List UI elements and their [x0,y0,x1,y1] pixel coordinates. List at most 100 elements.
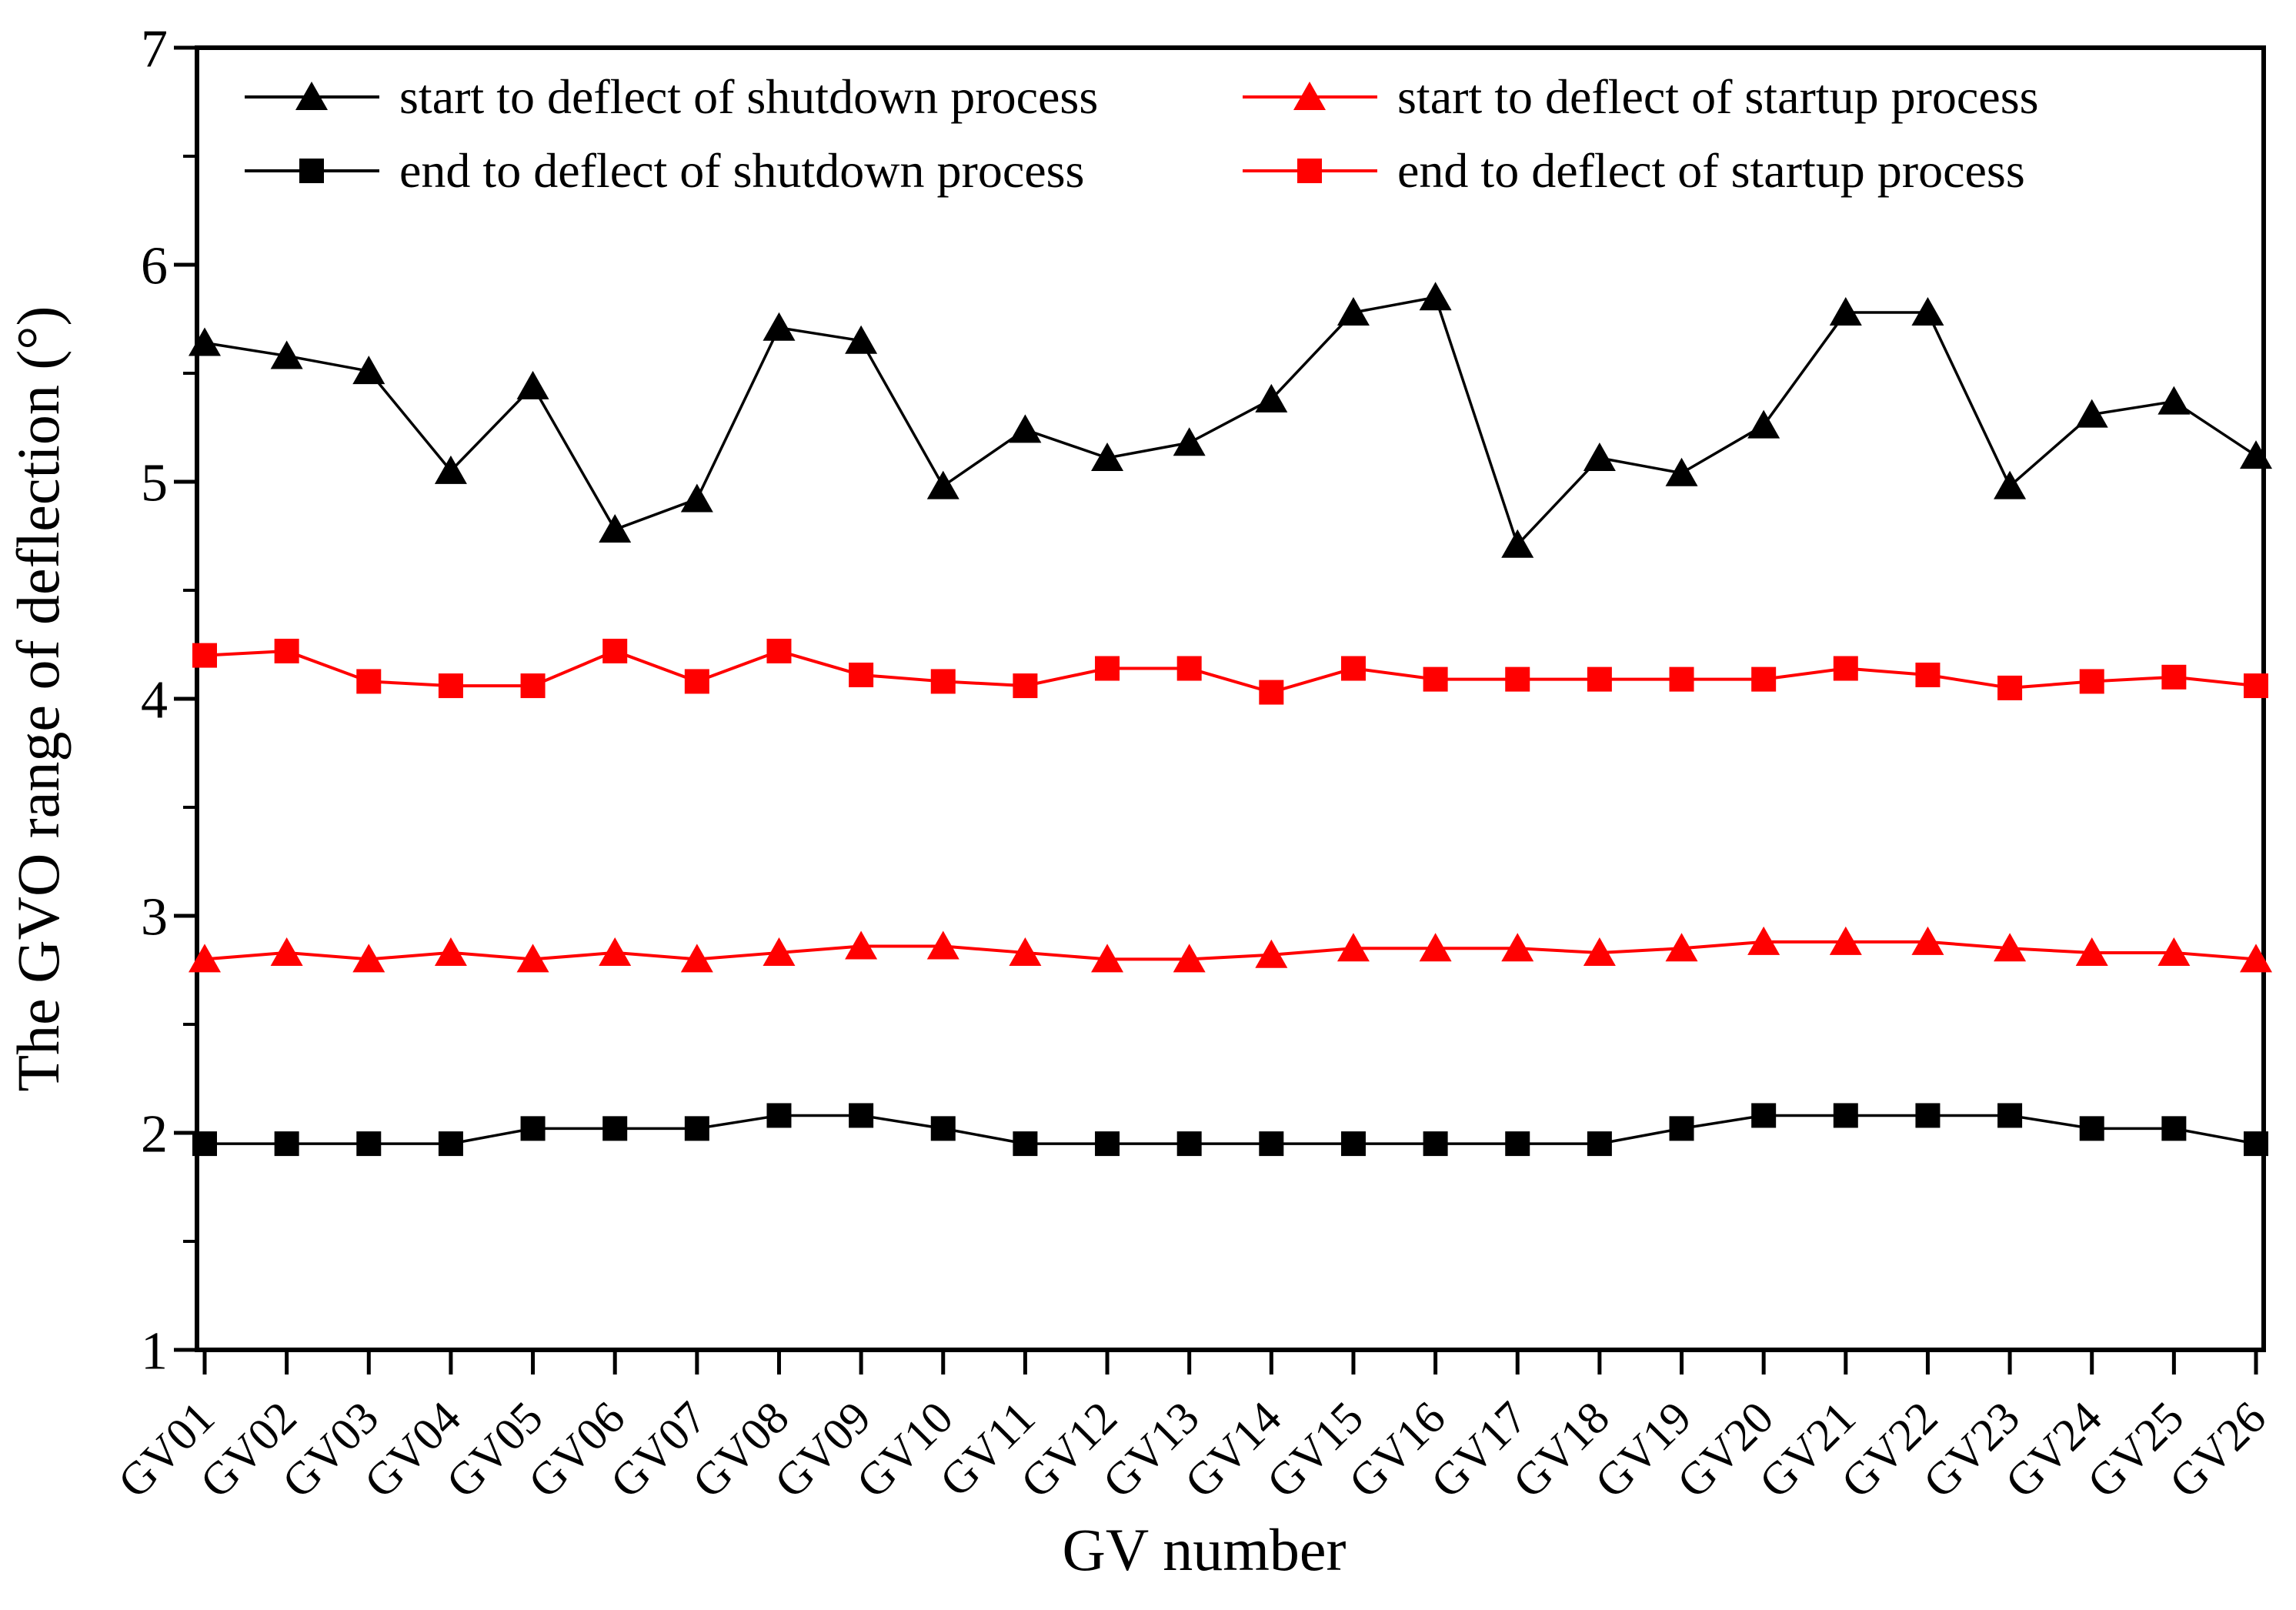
marker-square [1915,662,1941,687]
marker-triangle [926,470,959,499]
marker-square [1587,1131,1612,1157]
marker-square [1297,159,1322,183]
marker-square [2079,1116,2104,1141]
marker-triangle [189,944,221,973]
marker-triangle [2075,399,2108,428]
marker-triangle [2158,386,2191,415]
x-tick-label: GV26 [2160,1392,2275,1508]
marker-triangle [1501,933,1534,962]
marker-square [1833,656,1858,681]
marker-triangle [1665,933,1698,962]
marker-triangle [1994,470,2027,499]
legend-entry-2: start to deflect of startup process [1243,71,2039,123]
x-tick-label: GV01 [108,1392,224,1508]
marker-triangle [1255,383,1288,413]
marker-triangle [763,937,796,966]
marker-square [192,1131,217,1157]
marker-triangle [1255,939,1288,968]
marker-square [930,669,956,694]
marker-square [1095,656,1120,681]
marker-triangle [434,455,467,484]
x-tick-label: GV07 [601,1392,716,1508]
marker-triangle [599,937,632,966]
marker-square [274,1131,299,1157]
marker-triangle [2075,937,2108,966]
marker-square [1340,656,1366,681]
series-3 [192,638,2268,705]
marker-triangle [1829,297,1862,326]
x-tick-label: GV06 [519,1392,634,1508]
marker-square [2244,673,2268,699]
x-tick-label: GV25 [2077,1392,2193,1508]
legend-square-icon [245,159,379,183]
marker-triangle [845,930,878,960]
marker-triangle [1829,926,1862,955]
legend-square-icon [1243,159,1377,183]
x-tick-label: GV22 [1831,1392,1947,1508]
legend-label: start to deflect of startup process [1397,69,2039,124]
x-tick-label: GV13 [1093,1392,1208,1508]
marker-square [520,1116,546,1141]
x-tick-label: GV15 [1257,1392,1373,1508]
marker-square [299,159,324,183]
marker-square [1505,666,1530,692]
marker-triangle [352,944,385,973]
marker-square [1259,1131,1284,1157]
marker-triangle [1747,926,1780,955]
marker-triangle [516,370,549,399]
marker-triangle [1419,282,1452,311]
y-tick-label: 2 [141,1105,168,1164]
marker-square [602,638,628,663]
marker-triangle [680,483,713,513]
legend-triangle-icon [1243,82,1377,110]
marker-triangle [1419,933,1452,962]
marker-triangle [1009,414,1042,443]
marker-triangle [434,937,467,966]
marker-triangle [270,937,303,966]
marker-triangle [2240,440,2272,469]
marker-square [1095,1131,1120,1157]
marker-triangle [516,944,549,973]
marker-square [2161,664,2187,690]
y-tick-label: 3 [141,888,168,947]
marker-square [1669,666,1694,692]
x-tick-label: GV09 [765,1392,880,1508]
marker-square [1833,1103,1858,1128]
marker-square [438,1131,463,1157]
marker-triangle [2158,937,2191,966]
marker-triangle [1501,529,1534,558]
marker-square [1013,673,1038,699]
x-tick-label: GV16 [1339,1392,1454,1508]
marker-triangle [1583,442,1616,471]
marker-square [930,1116,956,1141]
x-tick-label: GV24 [1996,1392,2111,1508]
marker-triangle [926,930,959,960]
legend-entry-1: end to deflect of shutdown process [245,145,1243,197]
legend-entry-0: start to deflect of shutdown process [245,71,1243,123]
x-axis-title: GV number [1062,1516,1346,1583]
marker-square [1176,656,1202,681]
plot-area: 1234567GV01GV02GV03GV04GV05GV06GV07GV08G… [108,20,2275,1508]
x-tick-label: GV04 [355,1392,470,1508]
marker-square [1013,1131,1038,1157]
marker-triangle [352,356,385,385]
marker-square [1587,666,1612,692]
marker-square [1997,1103,2023,1128]
marker-triangle [1337,933,1370,962]
x-tick-label: GV03 [272,1392,388,1508]
x-tick-label: GV10 [847,1392,963,1508]
y-tick-label: 7 [141,20,168,79]
plot-frame [195,45,2266,1352]
marker-square [2079,669,2104,694]
legend-triangle-icon [245,82,379,110]
marker-square [1259,680,1284,705]
marker-triangle [2240,944,2272,973]
marker-triangle [1747,409,1780,439]
marker-triangle [1009,937,1042,966]
marker-triangle [680,944,713,973]
marker-square [766,638,792,663]
y-tick-label: 6 [141,237,168,296]
x-tick-label: GV18 [1503,1392,1619,1508]
series-2 [189,926,2272,973]
